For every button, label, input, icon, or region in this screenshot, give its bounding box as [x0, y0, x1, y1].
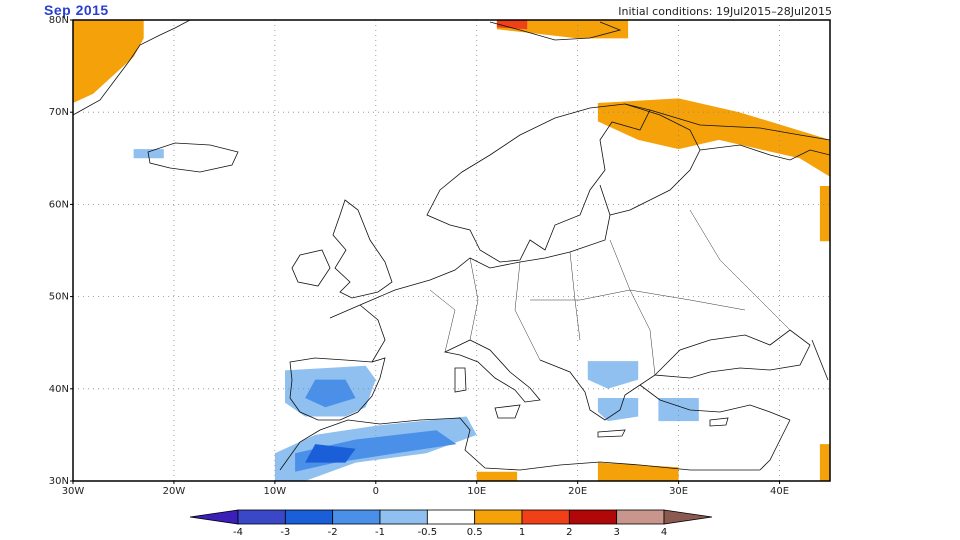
colorbar-label: -2	[328, 527, 338, 538]
lat-tick-label: 40N	[49, 384, 69, 395]
coast-scandinavia	[426, 103, 651, 263]
colorbar-segment	[568, 509, 618, 525]
coast-ireland	[291, 249, 331, 287]
lon-tick-label: 0	[373, 486, 379, 497]
map-background	[73, 20, 830, 481]
coast-svalbard	[489, 21, 622, 41]
border-1	[469, 257, 479, 341]
border-7	[530, 289, 746, 311]
coast-north-africa	[279, 417, 760, 471]
graticule	[73, 20, 830, 481]
colorbar-label: 2	[566, 527, 572, 538]
anomaly-patch-layer	[73, 20, 830, 481]
colorbar-label: -0.5	[418, 527, 438, 538]
anomaly-patch-north-africa-warm	[476, 471, 518, 481]
colorbar-arrow-low	[189, 509, 239, 525]
anomaly-patch-balkans-cool	[587, 361, 639, 389]
coast-crete	[597, 429, 626, 438]
latitude-tick-labels: 80N 70N 60N 50N 40N 30N	[49, 15, 73, 487]
colorbar-label: 0.5	[467, 527, 483, 538]
longitude-tick-labels: 30W 20W 10W 0 10E 20E 30E 40E	[62, 481, 789, 497]
country-borders	[429, 209, 791, 376]
coast-italy	[443, 339, 541, 403]
colorbar-label: -4	[233, 527, 243, 538]
lat-tick-label: 60N	[49, 199, 69, 210]
colorbar-label: 3	[613, 527, 619, 538]
lon-tick-label: 40E	[770, 486, 789, 497]
anomaly-patch-barents-warm	[597, 98, 830, 177]
lon-tick-label: 30E	[669, 486, 688, 497]
coast-sardinia	[454, 367, 467, 393]
coast-levant	[759, 419, 791, 471]
coast-greenland	[73, 20, 191, 116]
coast-iberia	[289, 357, 386, 421]
lat-tick-label: 50N	[49, 292, 69, 303]
colorbar-segment	[616, 509, 665, 525]
anomaly-patch-morocco-strong	[305, 444, 356, 463]
coast-great-britain	[332, 199, 393, 299]
coast-caspian	[811, 339, 829, 381]
initial-conditions-label: Initial conditions: 19Jul2015–28Jul2015	[618, 5, 832, 18]
colorbar-segment	[237, 509, 286, 525]
coast-finland	[599, 103, 701, 216]
map-frame	[72, 19, 831, 482]
anomaly-patch-caucasus-warm	[819, 444, 830, 481]
coast-balkans	[539, 359, 656, 421]
border-4	[609, 239, 656, 376]
anomaly-patch-svalbard-hot	[496, 20, 528, 30]
lon-tick-label: 10W	[264, 486, 287, 497]
coast-sicily	[494, 404, 521, 419]
anomaly-patch-greenland-warm	[73, 20, 144, 103]
lat-tick-label: 80N	[49, 15, 69, 26]
lat-tick-label: 70N	[49, 107, 69, 118]
anomaly-patch-turkey-cool	[658, 398, 699, 422]
colorbar-segment	[426, 509, 476, 525]
coast-white-sea	[699, 144, 830, 161]
lon-tick-label: 30W	[62, 486, 85, 497]
anomaly-patch-greece-cool	[597, 398, 639, 422]
colorbar-label: -3	[280, 527, 290, 538]
colorbar-segment	[474, 509, 523, 525]
lon-tick-label: 20W	[163, 486, 186, 497]
coast-iceland	[147, 142, 239, 173]
coastlines	[73, 20, 830, 471]
coast-biscay	[359, 304, 386, 363]
colorbar-arrow-high	[663, 509, 713, 525]
lon-tick-label: 10E	[467, 486, 486, 497]
colorbar-segment	[332, 509, 381, 525]
colorbar-label: -1	[375, 527, 385, 538]
anomaly-patch-svalbard-warm	[496, 20, 629, 39]
anomaly-patch-iberia-core	[305, 379, 356, 408]
coast-cyprus	[709, 417, 729, 427]
coast-black-sea	[654, 329, 811, 379]
lat-tick-label: 30N	[49, 476, 69, 487]
colorbar-segment	[379, 509, 428, 525]
border-2	[514, 261, 541, 361]
coast-kola	[649, 109, 830, 141]
colorbar-segment	[284, 509, 334, 525]
colorbar-label: 1	[519, 527, 525, 538]
colorbar-label: 4	[661, 527, 667, 538]
coast-turkey	[639, 384, 791, 421]
border-6	[689, 209, 791, 331]
lon-tick-label: 20E	[568, 486, 587, 497]
coast-continent-north	[329, 214, 611, 319]
anomaly-patch-russia-east-warm	[819, 186, 830, 242]
border-5	[429, 289, 456, 353]
colorbar-segment	[521, 509, 570, 525]
map-title: Sep 2015	[44, 2, 109, 18]
colorbar: -4 -3 -2 -1 -0.5 0.5 1 2 3 4	[189, 509, 713, 538]
